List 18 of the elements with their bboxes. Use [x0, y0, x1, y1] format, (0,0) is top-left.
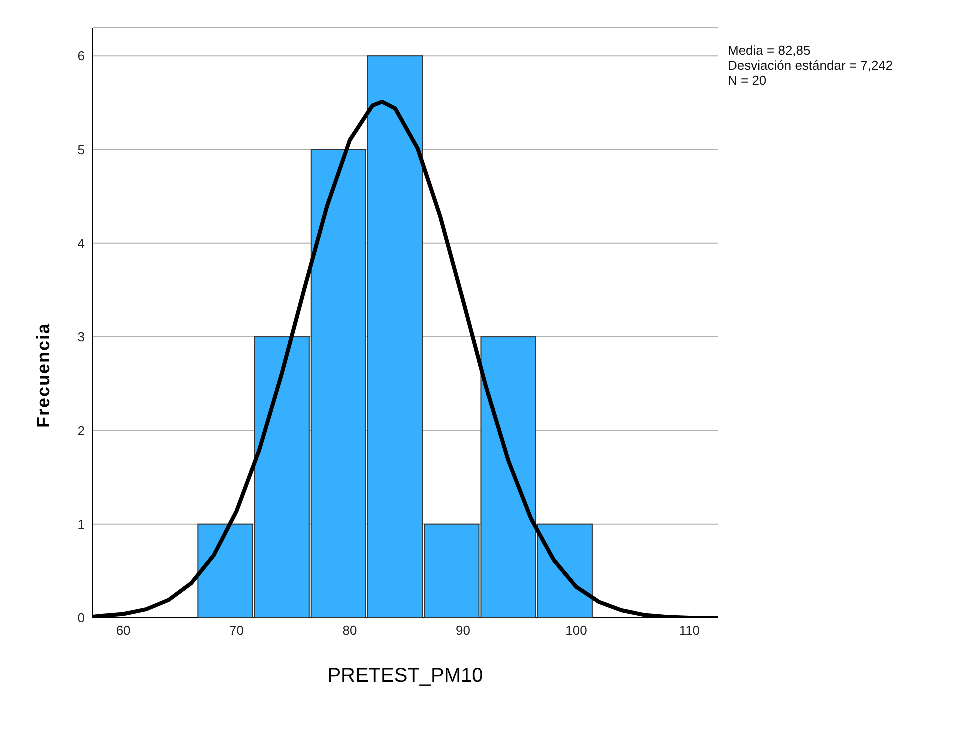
- y-tick-label: 0: [78, 610, 85, 626]
- y-axis-title: Frecuencia: [33, 323, 54, 428]
- y-tick-label: 2: [78, 423, 85, 438]
- x-axis-title: PRETEST_PM10: [328, 665, 484, 688]
- text: Media = 82,85: [728, 43, 812, 58]
- y-tick-label: 4: [78, 236, 85, 252]
- text: Desviación estándar = 7,242: [728, 58, 894, 73]
- x-tick-label: 110: [679, 623, 700, 638]
- x-tick-label: 70: [230, 623, 244, 638]
- x-tick-label: 80: [342, 623, 358, 638]
- x-tick-label: 60: [116, 623, 131, 638]
- text: N = 20: [728, 73, 768, 88]
- x-tick-label: 100: [566, 623, 588, 638]
- y-tick-label: 5: [78, 142, 85, 158]
- y-tick-label: 6: [78, 48, 85, 64]
- x-tick-label: 90: [456, 623, 470, 638]
- y-tick-label: 3: [78, 330, 85, 345]
- y-tick-label: 1: [78, 516, 85, 532]
